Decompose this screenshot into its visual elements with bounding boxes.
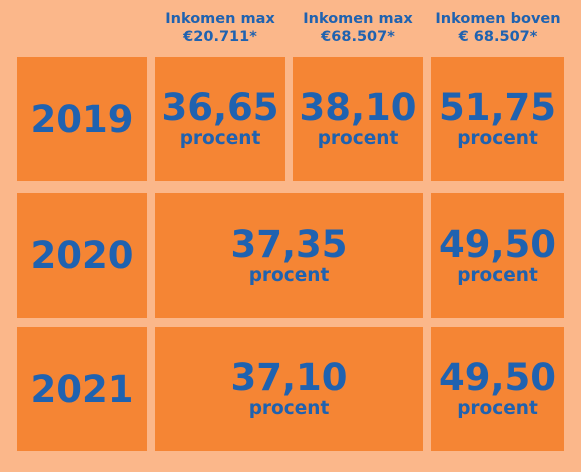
rate-value: 49,50 [438, 356, 557, 399]
header-threshold: € 68.507* [458, 29, 538, 45]
rate-cell-2021-bracket-3: 49,50 procent [431, 327, 564, 451]
rate-unit: procent [248, 264, 330, 286]
rate-value: 51,75 [438, 86, 557, 129]
year-label: 2019 [30, 97, 134, 141]
rate-cell-2019-bracket-1: 36,65 procent [155, 57, 285, 181]
rate-value: 38,10 [299, 86, 417, 129]
rate-value: 36,65 [161, 86, 279, 129]
year-cell-2019: 2019 [17, 57, 147, 181]
header-label: Inkomen max [165, 11, 275, 27]
year-cell-2021: 2021 [17, 327, 147, 451]
header-bracket-2: Inkomen max €68.507* [293, 10, 423, 46]
header-label: Inkomen boven [435, 11, 561, 27]
rate-cell-2019-bracket-2: 38,10 procent [293, 57, 423, 181]
header-bracket-1: Inkomen max €20.711* [155, 10, 285, 46]
rate-unit: procent [248, 398, 330, 419]
rate-cell-2020-bracket-3: 49,50 procent [431, 193, 564, 318]
year-label: 2021 [30, 367, 134, 411]
rate-unit: procent [457, 264, 538, 286]
header-threshold: €20.711* [183, 29, 257, 45]
header-bracket-3: Inkomen boven € 68.507* [428, 10, 568, 46]
header-label: Inkomen max [303, 11, 413, 27]
rate-value: 37,10 [230, 356, 348, 399]
header-threshold: €68.507* [321, 29, 395, 45]
rate-unit: procent [317, 128, 399, 149]
rate-value: 37,35 [230, 222, 348, 266]
rate-cell-2021-brackets-1-2: 37,10 procent [155, 327, 423, 451]
rate-cell-2020-brackets-1-2: 37,35 procent [155, 193, 423, 318]
rate-cell-2019-bracket-3: 51,75 procent [431, 57, 564, 181]
rate-unit: procent [457, 398, 538, 419]
year-label: 2020 [30, 234, 134, 277]
year-cell-2020: 2020 [17, 193, 147, 318]
rate-unit: procent [457, 128, 538, 149]
rate-unit: procent [179, 128, 261, 149]
rate-value: 49,50 [438, 222, 557, 266]
